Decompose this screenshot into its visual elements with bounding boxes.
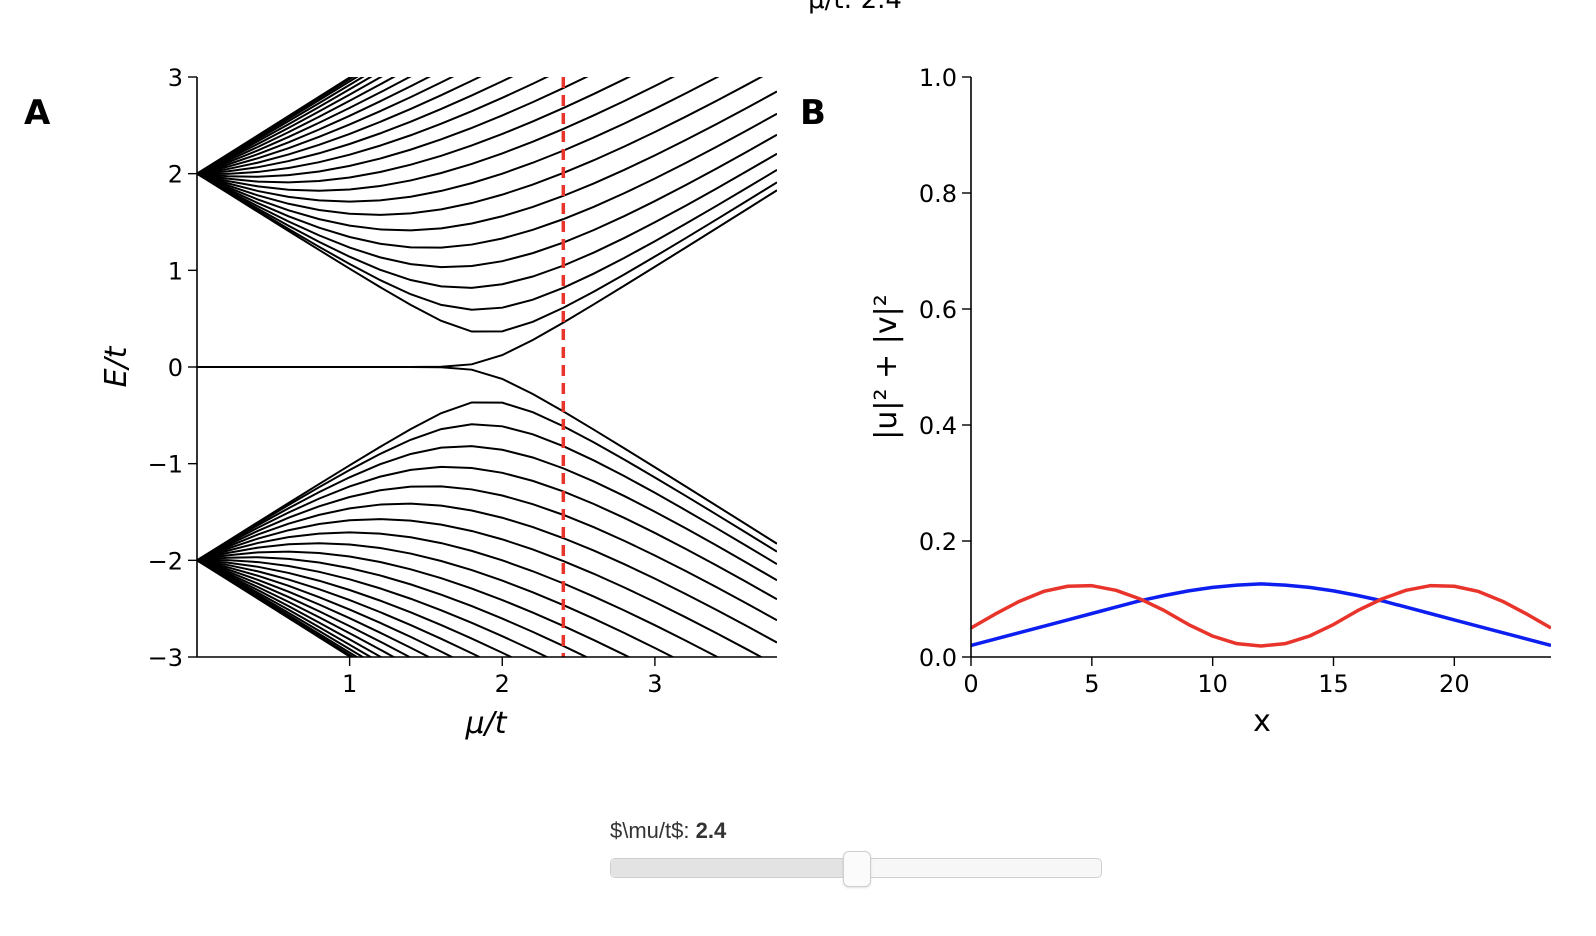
panel-b-xlabel: x bbox=[1253, 704, 1271, 739]
energy-level-line bbox=[197, 77, 631, 184]
energy-level-line bbox=[197, 90, 777, 232]
energy-level-line bbox=[197, 465, 777, 601]
y-tick-label: 1 bbox=[168, 257, 183, 285]
energy-level-line bbox=[197, 531, 720, 657]
y-tick-label: 0 bbox=[168, 354, 183, 382]
energy-level-line bbox=[197, 559, 365, 657]
y-tick-label: 0.6 bbox=[919, 296, 957, 324]
energy-level-line bbox=[197, 559, 396, 657]
panel-a-xlabel: μ/t bbox=[465, 706, 508, 741]
energy-level-line bbox=[197, 77, 383, 175]
y-tick-label: 0.0 bbox=[919, 644, 957, 672]
energy-level-line bbox=[197, 550, 631, 657]
energy-level-line bbox=[197, 77, 432, 175]
wavefunction-series-line bbox=[971, 582, 1551, 648]
energy-level-line bbox=[197, 77, 764, 216]
energy-level-line bbox=[197, 77, 365, 175]
energy-level-line bbox=[197, 77, 550, 175]
energy-level-line bbox=[197, 559, 550, 657]
energy-level-line bbox=[197, 77, 514, 175]
energy-level-line bbox=[197, 559, 373, 657]
y-tick-label: −2 bbox=[148, 547, 183, 575]
energy-level-line bbox=[197, 77, 396, 175]
x-tick-label: 3 bbox=[647, 670, 662, 698]
energy-level-line bbox=[197, 559, 455, 657]
energy-level-line bbox=[197, 485, 777, 622]
energy-level-line bbox=[197, 559, 353, 657]
y-tick-label: 0.4 bbox=[919, 412, 957, 440]
x-tick-label: 2 bbox=[495, 670, 510, 698]
x-tick-label: 1 bbox=[342, 670, 357, 698]
panel-a-energy-spectrum: A −3 −2 −1 0 1 2 3 1 2 3 μ/t E/t bbox=[24, 64, 777, 741]
energy-level-line bbox=[197, 559, 355, 657]
energy-level-line bbox=[197, 366, 777, 545]
energy-level-line bbox=[197, 112, 777, 249]
mu-slider-label: $\mu/t$: 2.4 bbox=[610, 818, 1110, 844]
panel-b-label: B bbox=[800, 93, 826, 133]
mu-slider-value: 2.4 bbox=[695, 818, 727, 843]
energy-level-line bbox=[197, 172, 777, 333]
energy-level-line bbox=[197, 77, 720, 203]
y-tick-label: −3 bbox=[148, 644, 183, 672]
energy-level-line bbox=[197, 77, 355, 175]
x-tick-label: 10 bbox=[1197, 670, 1228, 698]
mu-slider-widget: $\mu/t$: 2.4 bbox=[610, 818, 1110, 887]
x-tick-label: 20 bbox=[1439, 670, 1470, 698]
y-tick-label: −1 bbox=[148, 451, 183, 479]
wavefunction-curves bbox=[971, 582, 1551, 648]
energy-level-line bbox=[197, 559, 514, 657]
energy-level-line bbox=[197, 559, 412, 657]
energy-level-line bbox=[197, 77, 353, 175]
energy-level-curves bbox=[197, 77, 777, 657]
energy-level-line bbox=[197, 77, 359, 175]
energy-level-line bbox=[197, 502, 777, 644]
x-tick-label: 5 bbox=[1084, 670, 1099, 698]
mu-slider-track[interactable] bbox=[610, 851, 1102, 887]
figure-title: μ/t: 2.4 bbox=[808, 0, 902, 15]
energy-level-line bbox=[197, 77, 412, 175]
wavefunction-series-line bbox=[971, 583, 1551, 648]
x-tick-label: 15 bbox=[1318, 670, 1349, 698]
energy-level-line bbox=[197, 559, 383, 657]
energy-level-line bbox=[197, 77, 589, 178]
y-tick-label: 2 bbox=[168, 161, 183, 189]
x-tick-label: 0 bbox=[963, 670, 978, 698]
energy-level-line bbox=[197, 189, 777, 368]
energy-level-line bbox=[197, 77, 675, 192]
y-tick-label: 0.8 bbox=[919, 180, 957, 208]
energy-level-line bbox=[197, 133, 777, 269]
panel-a-label: A bbox=[24, 93, 51, 133]
mu-slider-label-text: $\mu/t$: bbox=[610, 818, 696, 843]
energy-level-line bbox=[197, 542, 675, 657]
panel-b-wavefunction: B 0.0 0.2 0.4 0.6 0.8 1.0 0 5 10 15 20 x |u|² + |v… bbox=[800, 64, 1551, 739]
energy-level-line bbox=[197, 77, 482, 175]
energy-level-line bbox=[197, 401, 777, 562]
energy-level-line bbox=[197, 518, 764, 657]
energy-level-line bbox=[197, 77, 455, 175]
y-tick-label: 1.0 bbox=[919, 64, 957, 92]
y-tick-label: 0.2 bbox=[919, 528, 957, 556]
panel-a-ylabel: E/t bbox=[99, 345, 134, 387]
energy-level-line bbox=[197, 445, 777, 582]
mu-slider-handle[interactable] bbox=[843, 851, 871, 887]
energy-level-line bbox=[197, 559, 482, 657]
panel-a-axes: −3 −2 −1 0 1 2 3 1 2 3 bbox=[148, 64, 777, 698]
energy-level-line bbox=[197, 423, 777, 565]
energy-level-line bbox=[197, 559, 432, 657]
panel-b-ylabel: |u|² + |v|² bbox=[869, 294, 904, 439]
energy-level-line bbox=[197, 559, 359, 657]
mu-slider-fill bbox=[611, 859, 856, 877]
y-tick-label: 3 bbox=[168, 64, 183, 92]
energy-level-line bbox=[197, 169, 777, 311]
energy-level-line bbox=[197, 556, 589, 657]
panel-b-axes: 0.0 0.2 0.4 0.6 0.8 1.0 0 5 10 15 20 bbox=[919, 64, 1551, 698]
energy-level-line bbox=[197, 77, 373, 175]
energy-level-line bbox=[197, 152, 777, 289]
